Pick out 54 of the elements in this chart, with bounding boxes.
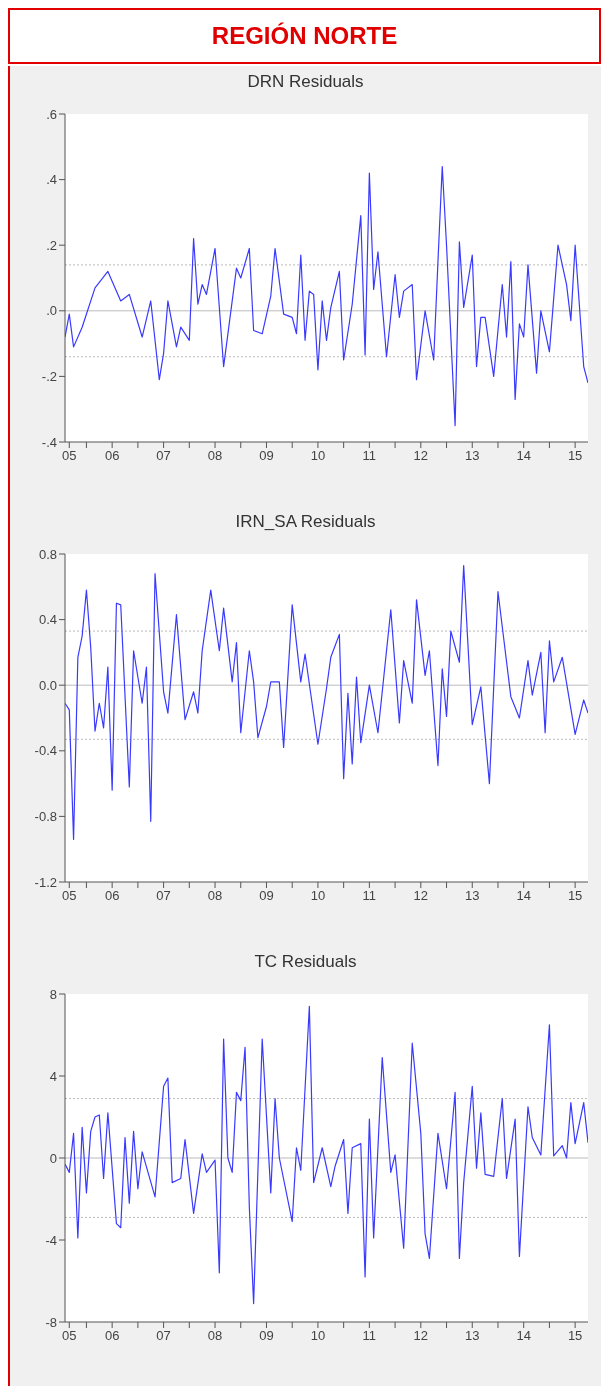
chart-title: TC Residuals bbox=[253, 951, 358, 973]
x-tick-label: 10 bbox=[310, 1328, 326, 1343]
x-tick-label: 13 bbox=[465, 448, 480, 463]
x-tick-label: 15 bbox=[567, 1328, 583, 1343]
x-tick-label: 13 bbox=[465, 888, 480, 903]
x-tick-label: 14 bbox=[516, 1328, 531, 1343]
x-tick-label: 05 bbox=[62, 888, 77, 903]
y-tick-label: -8 bbox=[45, 1314, 57, 1330]
x-tick-label: 09 bbox=[259, 1328, 274, 1343]
y-tick-label: -1.2 bbox=[34, 874, 57, 890]
x-tick-label: 08 bbox=[207, 888, 223, 903]
y-tick-label: 0.4 bbox=[38, 612, 57, 628]
text: REGIÓN NORTE bbox=[211, 22, 398, 50]
x-tick-label: 11 bbox=[362, 448, 377, 463]
y-tick-label: .2 bbox=[46, 237, 57, 253]
chart-title: IRN_SA Residuals bbox=[234, 511, 377, 533]
y-tick-label: 0.8 bbox=[38, 546, 57, 562]
y-tick-label: -0.4 bbox=[34, 743, 57, 759]
x-tick-label: 09 bbox=[259, 448, 274, 463]
x-tick-label: 08 bbox=[207, 448, 223, 463]
x-tick-label: 12 bbox=[413, 1328, 429, 1343]
x-tick-label: 14 bbox=[516, 448, 531, 463]
x-tick-label: 06 bbox=[104, 888, 120, 903]
y-tick-label: -.2 bbox=[41, 369, 57, 385]
x-tick-label: 07 bbox=[156, 888, 171, 903]
x-tick-label: 14 bbox=[516, 888, 531, 903]
y-tick-label: .6 bbox=[46, 106, 57, 122]
x-tick-label: 06 bbox=[104, 1328, 120, 1343]
x-tick-label: 05 bbox=[62, 1328, 77, 1343]
y-tick-label: .0 bbox=[46, 303, 57, 319]
x-tick-label: 11 bbox=[362, 888, 377, 903]
y-tick-label: -0.8 bbox=[34, 809, 57, 825]
y-tick-label: 8 bbox=[49, 986, 57, 1002]
y-tick-label: .4 bbox=[46, 172, 57, 188]
y-tick-label: 0.0 bbox=[38, 677, 57, 693]
y-tick-label: -.4 bbox=[41, 434, 57, 450]
y-tick-label: 4 bbox=[49, 1068, 57, 1084]
x-tick-label: 07 bbox=[156, 448, 171, 463]
x-tick-label: 09 bbox=[259, 888, 274, 903]
x-tick-label: 10 bbox=[310, 888, 326, 903]
x-tick-label: 13 bbox=[465, 1328, 480, 1343]
x-tick-label: 08 bbox=[207, 1328, 223, 1343]
x-tick-label: 11 bbox=[362, 1328, 377, 1343]
x-tick-label: 12 bbox=[413, 448, 429, 463]
x-tick-label: 10 bbox=[310, 448, 326, 463]
x-tick-label: 15 bbox=[567, 448, 583, 463]
y-tick-label: 0 bbox=[49, 1150, 57, 1166]
chart-title: DRN Residuals bbox=[246, 71, 365, 93]
x-tick-label: 15 bbox=[567, 888, 583, 903]
x-tick-label: 06 bbox=[104, 448, 120, 463]
x-tick-label: 12 bbox=[413, 888, 429, 903]
y-tick-label: -4 bbox=[45, 1232, 57, 1248]
x-tick-label: 05 bbox=[62, 448, 77, 463]
x-tick-label: 07 bbox=[156, 1328, 171, 1343]
